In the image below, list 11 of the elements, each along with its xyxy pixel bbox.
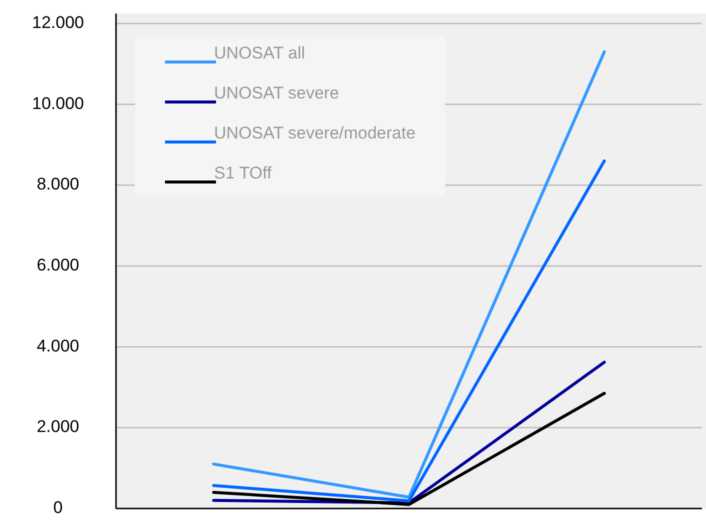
legend-label: UNOSAT severe/moderate [214,123,416,142]
legend-label: S1 TOff [214,163,272,182]
legend-label: UNOSAT all [214,43,306,62]
y-tick-label: 4.000 [36,336,80,356]
y-tick-label: 12.000 [32,12,84,32]
legend-label: UNOSAT severe [214,83,340,102]
y-tick-label: 10.000 [32,94,84,113]
y-tick-label: 6.000 [36,255,80,274]
y-tick-label: 2.000 [36,417,80,436]
y-tick-label: 8.000 [36,174,80,194]
y-tick-label: 0 [53,498,63,517]
